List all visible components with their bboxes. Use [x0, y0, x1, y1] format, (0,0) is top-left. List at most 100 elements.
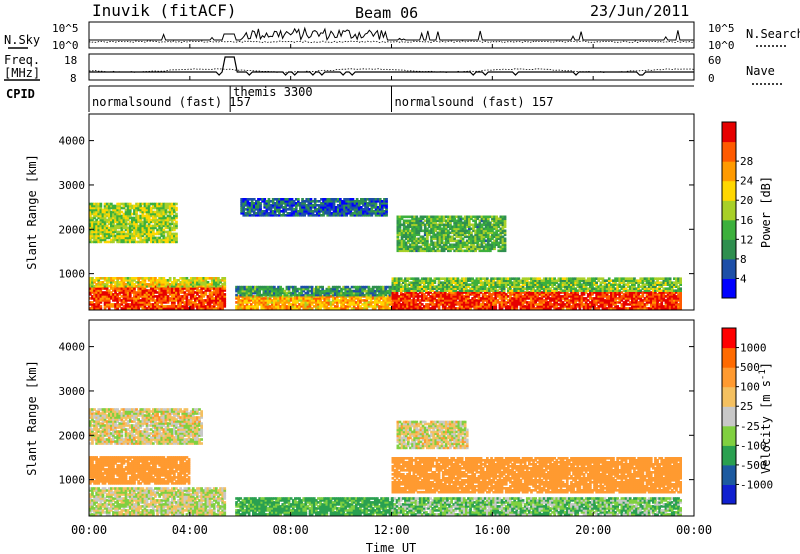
heatmap-cell: [160, 222, 164, 226]
heatmap-cell: [97, 301, 101, 304]
heatmap-cell: [122, 285, 126, 288]
heatmap-cell: [141, 216, 145, 220]
heatmap-cell: [340, 297, 343, 300]
heatmap-cell: [112, 234, 115, 238]
heatmap-cell: [137, 281, 140, 284]
heatmap-cell: [212, 291, 216, 294]
heatmap-cell: [363, 307, 367, 310]
heatmap-cell: [93, 303, 96, 306]
heatmap-cell: [283, 303, 287, 306]
heatmap-cell: [348, 301, 352, 304]
heatmap-cell: [361, 299, 364, 302]
heatmap-cell: [152, 218, 155, 222]
heatmap-cell: [133, 204, 136, 208]
heatmap-cell: [325, 295, 329, 298]
heatmap-cell: [166, 206, 170, 210]
heatmap-cell: [149, 230, 153, 234]
heatmap-cell: [164, 281, 168, 284]
heatmap-cell: [101, 297, 105, 300]
heatmap-cell: [212, 293, 216, 296]
heatmap-cell: [141, 228, 145, 232]
heatmap-cell: [164, 204, 168, 208]
heatmap-cell: [325, 301, 329, 304]
heatmap-cell: [101, 216, 105, 220]
heatmap-cell: [116, 206, 119, 210]
heatmap-cell: [196, 303, 199, 306]
heatmap-cell: [170, 206, 174, 210]
heatmap-cell: [147, 277, 151, 280]
heatmap-cell: [187, 301, 191, 304]
heatmap-cell: [158, 293, 161, 296]
heatmap-cell: [170, 289, 174, 292]
heatmap-cell: [114, 303, 117, 306]
heatmap-cell: [187, 287, 191, 290]
heatmap-cell: [118, 287, 122, 290]
heatmap-cell: [145, 289, 149, 292]
heatmap-cell: [194, 283, 197, 286]
heatmap-cell: [101, 224, 105, 228]
heatmap-cell: [156, 228, 159, 232]
heatmap-cell: [212, 277, 216, 280]
heatmap-cell: [135, 220, 138, 224]
heatmap-cell: [89, 204, 92, 208]
heatmap-cell: [154, 202, 157, 206]
heatmap-cell: [99, 216, 103, 220]
heatmap-cell: [179, 277, 182, 280]
heatmap-cell: [89, 224, 92, 228]
heatmap-cell: [91, 230, 94, 234]
heatmap-cell: [298, 303, 301, 306]
heatmap-cell: [101, 238, 105, 242]
heatmap-cell: [365, 299, 369, 302]
heatmap-cell: [103, 284, 107, 288]
heatmap-cell: [204, 293, 208, 296]
heatmap-cell: [164, 224, 168, 228]
heatmap-cell: [206, 283, 210, 286]
heatmap-cell: [198, 289, 201, 292]
heatmap-cell: [89, 220, 92, 224]
heatmap-cell: [120, 289, 124, 292]
heatmap-cell: [152, 220, 155, 224]
heatmap-cell: [120, 216, 124, 220]
heatmap-cell: [175, 307, 178, 310]
heatmap-cell: [187, 289, 191, 292]
heatmap-cell: [268, 299, 272, 302]
heatmap-cell: [131, 305, 134, 308]
heatmap-cell: [139, 230, 143, 234]
heatmap-cell: [256, 295, 259, 298]
heatmap-cell: [354, 297, 358, 300]
heatmap-cell: [107, 220, 111, 224]
heatmap-cell: [166, 234, 170, 238]
heatmap-cell: [97, 284, 101, 288]
heatmap-cell: [206, 307, 210, 310]
heatmap-cell: [110, 214, 113, 218]
heatmap-cell: [133, 284, 136, 288]
heatmap-cell: [114, 216, 117, 220]
heatmap-cell: [270, 307, 274, 310]
heatmap-cell: [101, 281, 105, 284]
heatmap-cell: [122, 216, 126, 220]
heatmap-cell: [264, 301, 268, 304]
heatmap-cell: [166, 236, 170, 240]
heatmap-cell: [149, 234, 153, 238]
heatmap-cell: [107, 305, 111, 308]
heatmap-cell: [141, 232, 145, 236]
heatmap-cell: [296, 301, 299, 304]
heatmap-cell: [145, 206, 149, 210]
heatmap-cell: [212, 305, 216, 308]
heatmap-cell: [164, 206, 168, 210]
heatmap-cell: [183, 301, 187, 304]
heatmap-cell: [158, 291, 161, 294]
heatmap-cell: [147, 303, 151, 306]
heatmap-cell: [118, 289, 122, 292]
heatmap-cell: [110, 204, 113, 208]
heatmap-cell: [154, 214, 157, 218]
heatmap-cell: [145, 208, 149, 212]
heatmap-cell: [175, 283, 178, 286]
heatmap-cell: [168, 283, 172, 286]
heatmap-cell: [152, 281, 155, 284]
heatmap-cell: [350, 307, 354, 310]
heatmap-cell: [164, 301, 168, 304]
heatmap-cell: [179, 291, 182, 294]
heatmap-cell: [128, 307, 132, 310]
heatmap-cell: [200, 307, 203, 310]
